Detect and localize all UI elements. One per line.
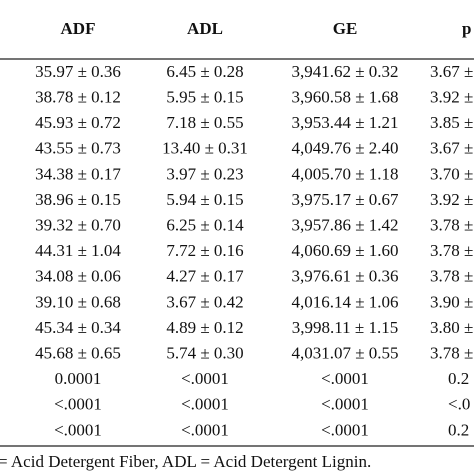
cell: 5.94 ± 0.15 — [166, 190, 243, 209]
cell: 3.78 ± — [430, 241, 473, 260]
cell: 5.95 ± 0.15 — [166, 88, 243, 107]
cell: 3.85 ± — [430, 113, 473, 132]
cell: 39.32 ± 0.70 — [35, 216, 121, 235]
cell: 4,060.69 ± 1.60 — [291, 241, 398, 260]
header-cell: p — [462, 19, 471, 38]
cell: 6.25 ± 0.14 — [166, 216, 244, 235]
cell: 3.97 ± 0.23 — [166, 164, 243, 183]
cell: 3,957.86 ± 1.42 — [291, 216, 398, 235]
cell: 44.31 ± 1.04 — [35, 241, 121, 260]
cell: 4,031.07 ± 0.55 — [291, 344, 398, 363]
footnote: = Acid Detergent Fiber, ADL = Acid Deter… — [0, 452, 371, 471]
cell: <.0001 — [181, 420, 229, 439]
cell: <.0001 — [321, 369, 369, 388]
cell: <.0001 — [181, 369, 229, 388]
cell: 3.78 ± — [430, 216, 473, 235]
cell: 0.0001 — [55, 369, 102, 388]
cell: 5.74 ± 0.30 — [166, 344, 243, 363]
cell: 3,953.44 ± 1.21 — [291, 113, 398, 132]
cell: 3,975.17 ± 0.67 — [291, 190, 399, 209]
cell: 45.34 ± 0.34 — [35, 318, 121, 337]
cell: 45.93 ± 0.72 — [35, 113, 121, 132]
cell: 0.2 — [448, 420, 469, 439]
cell: 3.67 ± 0.42 — [166, 292, 243, 311]
cell: 4.27 ± 0.17 — [166, 267, 244, 286]
cell: 0.2 — [448, 369, 469, 388]
cell: 35.97 ± 0.36 — [35, 62, 121, 81]
cell: 3,960.58 ± 1.68 — [291, 88, 398, 107]
cell: 3.67 ± — [430, 139, 473, 158]
cell: 3.92 ± — [430, 190, 473, 209]
cell: 39.10 ± 0.68 — [35, 292, 121, 311]
cell: 7.72 ± 0.16 — [166, 241, 243, 260]
cell: <.0001 — [181, 395, 229, 414]
cell: 3,976.61 ± 0.36 — [291, 267, 398, 286]
cell: 3.90 ± — [430, 292, 473, 311]
cell: 3,998.11 ± 1.15 — [292, 318, 398, 337]
cell: 43.55 ± 0.73 — [35, 139, 121, 158]
header-cell: ADF — [61, 19, 96, 38]
cell: 45.68 ± 0.65 — [35, 344, 121, 363]
cell: 4,049.76 ± 2.40 — [291, 139, 398, 158]
cell: 3.92 ± — [430, 88, 473, 107]
cell: 6.45 ± 0.28 — [166, 62, 243, 81]
cell: 3.70 ± — [430, 164, 473, 183]
cell: 38.96 ± 0.15 — [35, 190, 121, 209]
cell: 13.40 ± 0.31 — [162, 139, 248, 158]
cell: 34.38 ± 0.17 — [35, 164, 121, 183]
cell: 4,016.14 ± 1.06 — [291, 292, 398, 311]
header-cell: GE — [333, 19, 358, 38]
cell: 3.80 ± — [430, 318, 473, 337]
cell: 3.67 ± — [430, 62, 473, 81]
cell: 4,005.70 ± 1.18 — [291, 164, 398, 183]
cell: 3.78 ± — [430, 267, 473, 286]
header-cell: ADL — [187, 19, 223, 38]
cell: <.0 — [448, 395, 470, 414]
cell: 38.78 ± 0.12 — [35, 88, 121, 107]
cell: 34.08 ± 0.06 — [35, 267, 121, 286]
cell: 3,941.62 ± 0.32 — [291, 62, 398, 81]
cell: <.0001 — [321, 395, 369, 414]
cell: 4.89 ± 0.12 — [166, 318, 243, 337]
cell: 3.78 ± — [430, 344, 473, 363]
cell: <.0001 — [54, 420, 102, 439]
cell: 7.18 ± 0.55 — [166, 113, 243, 132]
cell: <.0001 — [321, 420, 369, 439]
cell: <.0001 — [54, 395, 102, 414]
